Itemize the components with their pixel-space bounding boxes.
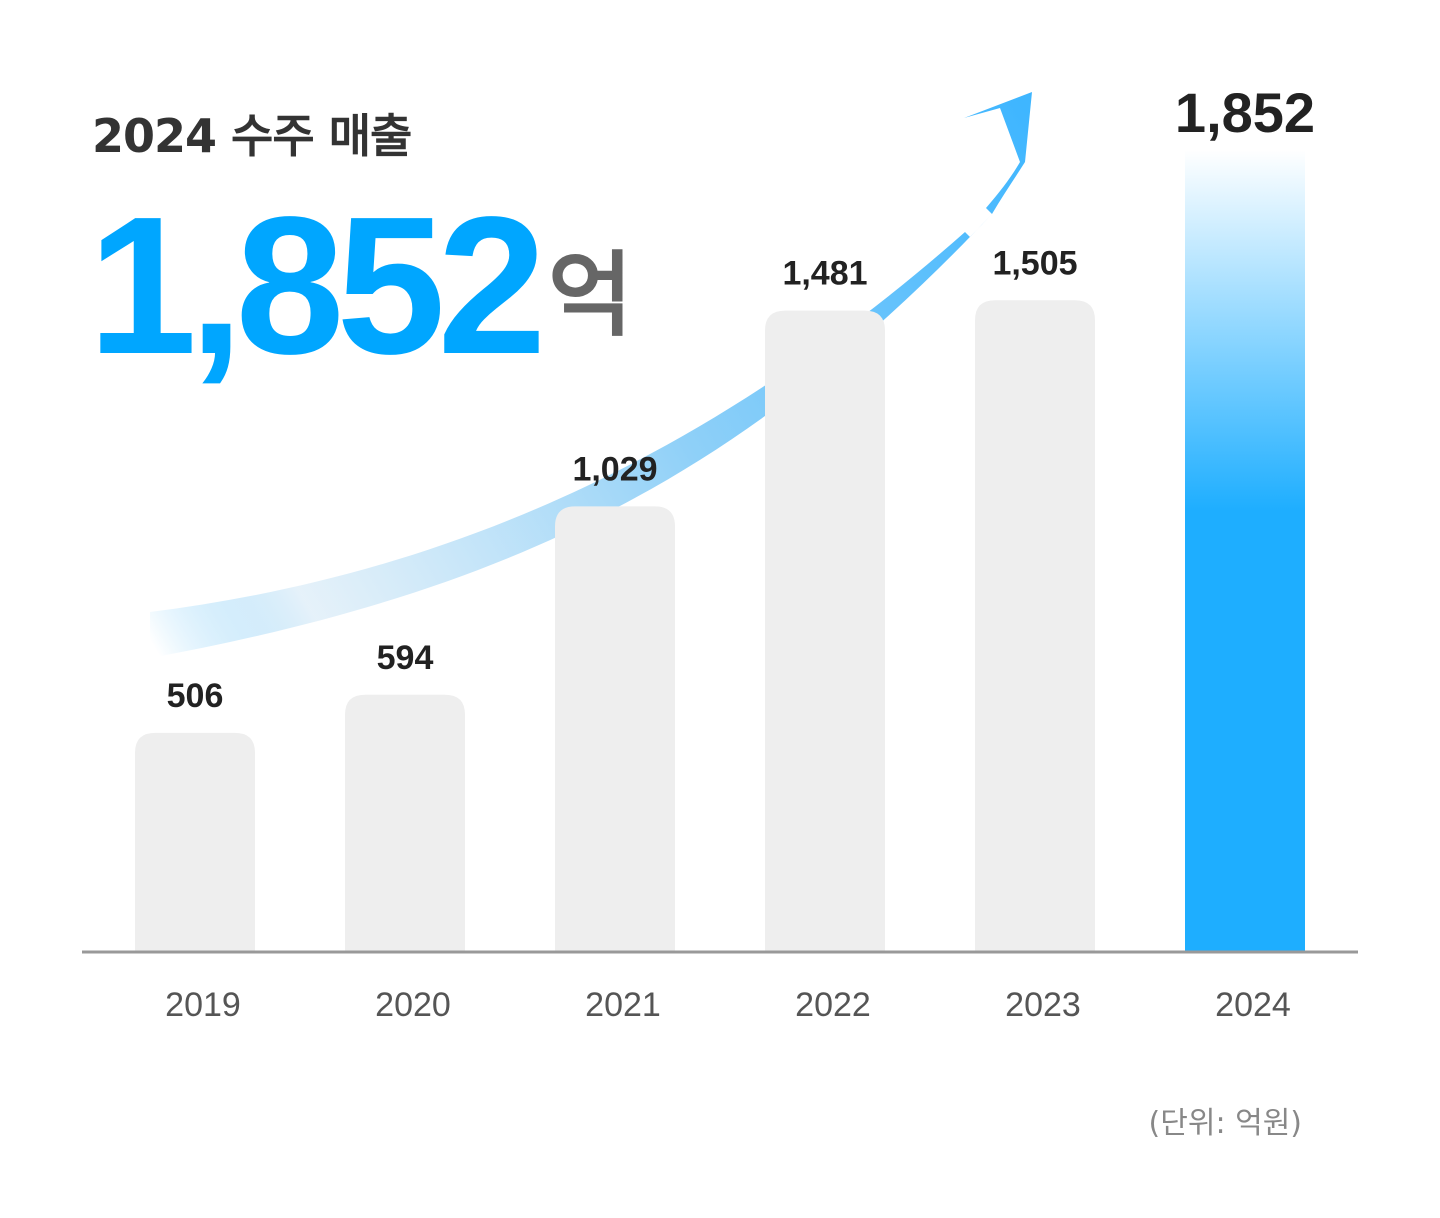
bar-2021 <box>555 506 675 952</box>
x-tick-2020: 2020 <box>375 986 451 1024</box>
bar-2022 <box>765 310 885 953</box>
bar-value-label-2021: 1,029 <box>572 450 657 488</box>
x-tick-2021: 2021 <box>585 986 661 1024</box>
bar-2020 <box>345 694 465 952</box>
bars-group: 506 594 1,029 1,481 1,505 1,852 <box>135 81 1315 953</box>
bar-2023 <box>975 300 1095 952</box>
x-axis-ticks: 2019 2020 2021 2022 2023 2024 <box>165 986 1291 1024</box>
x-tick-2022: 2022 <box>795 986 871 1024</box>
x-tick-2023: 2023 <box>1005 986 1081 1024</box>
bar-value-label-2020: 594 <box>377 639 434 677</box>
x-tick-2019: 2019 <box>165 986 241 1024</box>
bar-2019 <box>135 732 255 952</box>
bar-value-label-2019: 506 <box>167 677 224 715</box>
bar-value-label-2023: 1,505 <box>992 244 1077 282</box>
x-tick-2024: 2024 <box>1215 986 1291 1024</box>
trend-arrow <box>150 92 1032 658</box>
headline-value: 1,852 <box>88 176 546 395</box>
bar-value-label-2022: 1,481 <box>782 255 867 293</box>
bar-value-label-2024: 1,852 <box>1175 81 1315 144</box>
headline-unit: 억 <box>548 242 633 349</box>
headline-label: 2024 수주 매출 <box>92 109 412 163</box>
bar-2024 <box>1185 150 1305 952</box>
unit-note: (단위: 억원) <box>1148 1106 1302 1141</box>
